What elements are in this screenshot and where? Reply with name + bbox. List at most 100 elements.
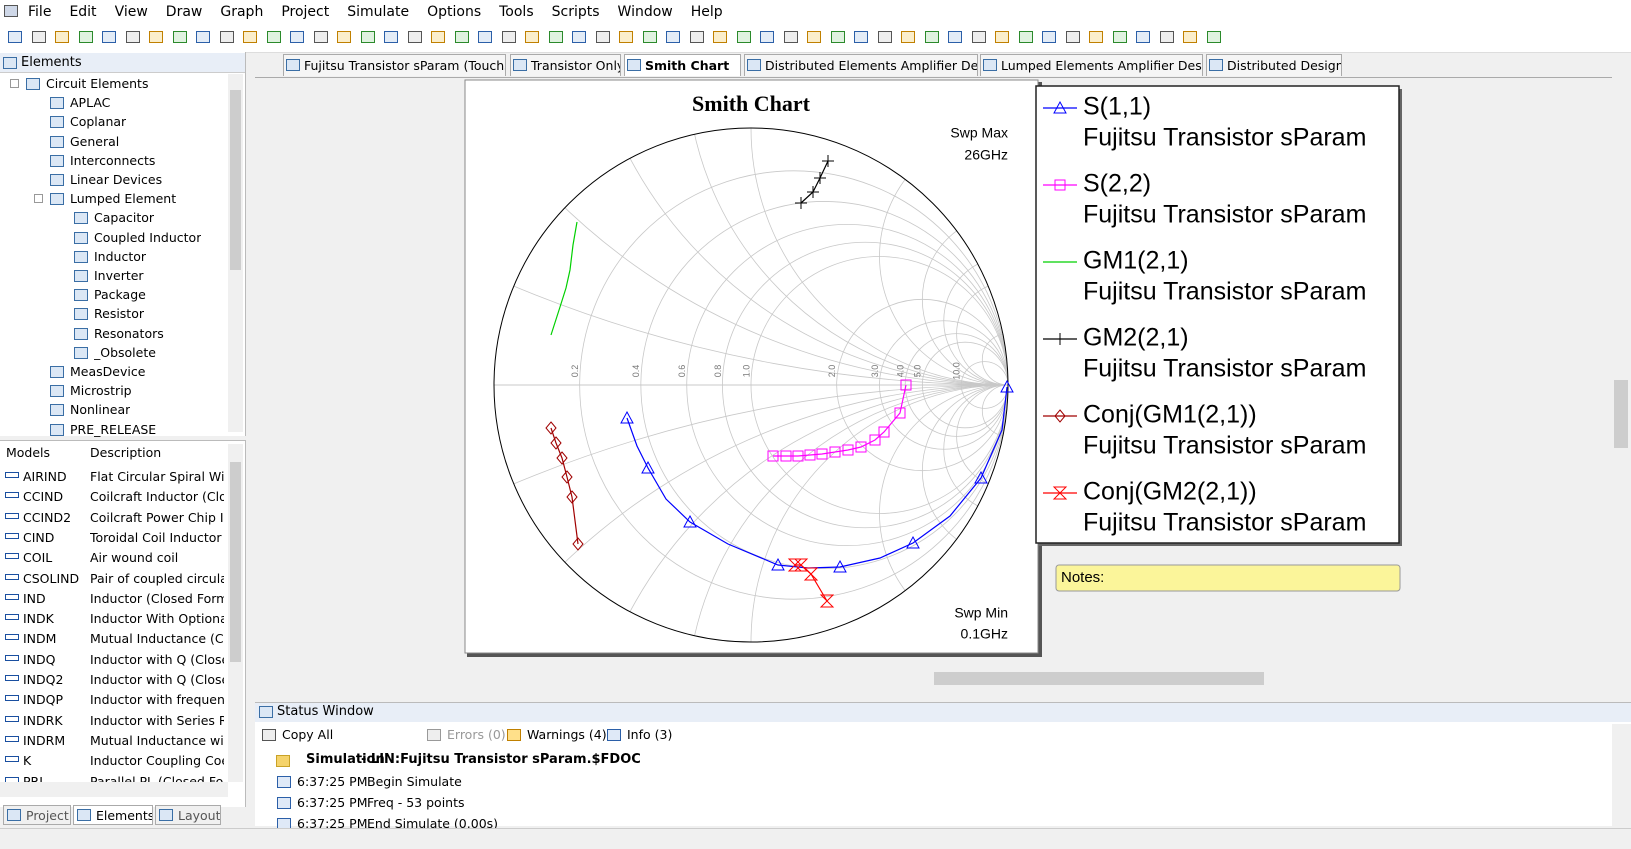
toolbar-button[interactable] — [972, 31, 986, 43]
expander[interactable] — [10, 79, 19, 88]
toolbar-button[interactable] — [1042, 31, 1056, 43]
toolbar-button[interactable] — [1066, 31, 1080, 43]
toolbar-button[interactable] — [1183, 31, 1197, 43]
toolbar-button[interactable] — [314, 31, 328, 43]
toolbar-button[interactable] — [549, 31, 563, 43]
tree-item[interactable]: Inverter — [94, 266, 144, 285]
model-name[interactable]: AIRIND — [23, 467, 85, 487]
toolbar-button[interactable] — [149, 31, 163, 43]
model-description[interactable]: Coilcraft Power Chip Inc — [90, 508, 224, 528]
model-name[interactable]: INDQ2 — [23, 670, 85, 690]
toolbar-button[interactable] — [807, 31, 821, 43]
menu-item[interactable]: Options — [427, 0, 481, 24]
model-name[interactable]: INDM — [23, 629, 85, 649]
tree-item[interactable]: PRE_RELEASE — [70, 420, 156, 439]
menu-item[interactable]: Edit — [69, 0, 96, 24]
toolbar-button[interactable] — [220, 31, 234, 43]
toolbar-button[interactable] — [878, 31, 892, 43]
menu-item[interactable]: View — [115, 0, 148, 24]
menu-item[interactable]: Help — [691, 0, 723, 24]
toolbar-button[interactable] — [478, 31, 492, 43]
toolbar-button[interactable] — [32, 31, 46, 43]
status-button[interactable]: Info (3) — [627, 724, 672, 746]
expander[interactable] — [34, 194, 43, 203]
tree-item[interactable]: Resistor — [94, 304, 144, 323]
toolbar-button[interactable] — [760, 31, 774, 43]
model-description[interactable]: Inductor with Q (Closed — [90, 650, 224, 670]
document-tab[interactable]: Smith Chart — [624, 54, 741, 76]
toolbar-button[interactable] — [525, 31, 539, 43]
toolbar-button[interactable] — [361, 31, 375, 43]
tree-item[interactable]: Inductor — [94, 247, 146, 266]
scroll-thumb[interactable] — [230, 90, 241, 270]
tree-item[interactable]: MeasDevice — [70, 362, 145, 381]
model-description[interactable]: Inductor With Optional — [90, 609, 224, 629]
tree-item[interactable]: Interconnects — [70, 151, 155, 170]
model-description[interactable]: Pair of coupled circular — [90, 569, 224, 589]
scroll-thumb[interactable] — [1614, 380, 1628, 448]
model-name[interactable]: INDRK — [23, 711, 85, 731]
toolbar-button[interactable] — [384, 31, 398, 43]
toolbar-button[interactable] — [290, 31, 304, 43]
toolbar-button[interactable] — [79, 31, 93, 43]
menu-item[interactable]: Scripts — [552, 0, 600, 24]
toolbar-button[interactable] — [925, 31, 939, 43]
toolbar-button[interactable] — [619, 31, 633, 43]
model-description[interactable]: Coilcraft Inductor (Close — [90, 487, 224, 507]
toolbar-button[interactable] — [596, 31, 610, 43]
tree-item[interactable]: _Obsolete — [94, 343, 156, 362]
status-button[interactable]: Errors (0) — [447, 724, 506, 746]
tree-item[interactable]: Resonators — [94, 324, 164, 343]
toolbar-button[interactable] — [1160, 31, 1174, 43]
status-button[interactable]: Warnings (4) — [527, 724, 607, 746]
model-description[interactable]: Inductor with Q (Closed — [90, 670, 224, 690]
tree-item[interactable]: Capacitor — [94, 208, 154, 227]
toolbar-button[interactable] — [995, 31, 1009, 43]
toolbar-button[interactable] — [784, 31, 798, 43]
model-description[interactable]: Flat Circular Spiral Wire — [90, 467, 224, 487]
toolbar-button[interactable] — [854, 31, 868, 43]
tree-item[interactable]: Microstrip — [70, 381, 132, 400]
model-description[interactable]: Air wound coil — [90, 548, 224, 568]
model-name[interactable]: CCIND — [23, 487, 85, 507]
model-name[interactable]: COIL — [23, 548, 85, 568]
menu-item[interactable]: Graph — [220, 0, 263, 24]
scroll-thumb[interactable] — [230, 462, 241, 662]
tree-item[interactable]: General — [70, 132, 119, 151]
model-name[interactable]: K — [23, 751, 85, 771]
toolbar-button[interactable] — [901, 31, 915, 43]
toolbar-button[interactable] — [1207, 31, 1221, 43]
menu-item[interactable]: Draw — [166, 0, 203, 24]
menu-item[interactable]: Window — [618, 0, 673, 24]
toolbar-button[interactable] — [690, 31, 704, 43]
toolbar-button[interactable] — [8, 31, 22, 43]
menu-item[interactable]: Tools — [499, 0, 534, 24]
menu-item[interactable]: Project — [281, 0, 329, 24]
model-name[interactable]: CCIND2 — [23, 508, 85, 528]
toolbar-button[interactable] — [572, 31, 586, 43]
model-description[interactable]: Inductor Coupling Coef — [90, 751, 224, 771]
toolbar-button[interactable] — [102, 31, 116, 43]
tree-item[interactable]: Package — [94, 285, 146, 304]
toolbar-button[interactable] — [948, 31, 962, 43]
model-description[interactable]: Mutual Inductance with — [90, 731, 224, 751]
tree-item[interactable]: Lumped Element — [70, 189, 176, 208]
toolbar-button[interactable] — [55, 31, 69, 43]
model-description[interactable]: Inductor (Closed Form) — [90, 589, 224, 609]
model-name[interactable]: INDQ — [23, 650, 85, 670]
model-name[interactable]: INDQP — [23, 690, 85, 710]
toolbar-button[interactable] — [713, 31, 727, 43]
status-button[interactable]: Copy All — [282, 724, 333, 746]
model-description[interactable]: Mutual Inductance (Clo — [90, 629, 224, 649]
model-name[interactable]: CIND — [23, 528, 85, 548]
tree-item[interactable]: Circuit Elements — [46, 74, 148, 93]
model-description[interactable]: Toroidal Coil Inductor (C — [90, 528, 224, 548]
toolbar-button[interactable] — [1113, 31, 1127, 43]
document-tab[interactable]: Fujitsu Transistor sParam (Touchst... — [283, 54, 506, 76]
toolbar-button[interactable] — [1089, 31, 1103, 43]
document-tab[interactable]: Distributed Elements Amplifier Des... — [744, 54, 978, 76]
toolbar-button[interactable] — [666, 31, 680, 43]
model-name[interactable]: INDRM — [23, 731, 85, 751]
toolbar-button[interactable] — [455, 31, 469, 43]
toolbar-button[interactable] — [408, 31, 422, 43]
